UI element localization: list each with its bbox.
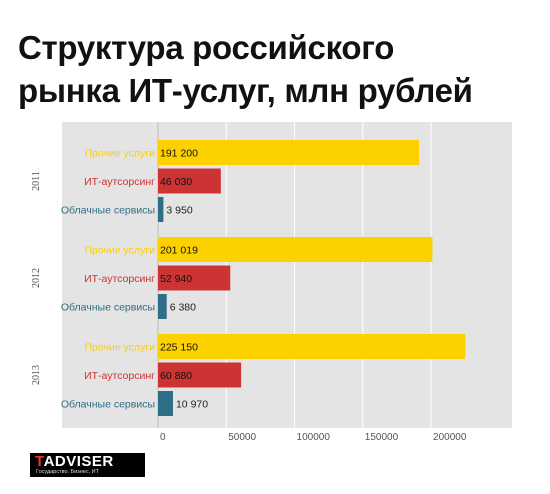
x-tick-label: 0 [160,432,166,443]
bar [158,265,231,291]
bar [158,168,221,194]
category-label: ИТ-аутсорсинг [84,370,155,382]
category-label: Облачные сервисы [61,205,155,217]
logo-wordmark: TADVISER [35,454,114,470]
category-label: Прочие услуги [84,342,155,354]
x-tick-label: 50000 [228,432,256,443]
category-label: Облачные сервисы [61,302,155,314]
group-label: 2013 [31,365,42,385]
x-tick-label: 150000 [365,432,399,443]
data-label: 225 150 [160,342,198,354]
group-label: 2011 [31,171,42,191]
logo-tagline: Государство. Бизнес. ИТ [36,469,99,475]
category-label: Прочие услуги [84,148,155,160]
title-line-1: Структура российского [18,29,395,66]
x-tick-label: 100000 [297,432,331,443]
chart-title: Структура российского рынка ИТ-услуг, мл… [18,26,538,112]
category-label: Облачные сервисы [61,399,155,411]
data-label: 52 940 [160,273,192,285]
data-label: 191 200 [160,148,198,160]
category-label: ИТ-аутсорсинг [84,273,155,285]
title-line-2: рынка ИТ-услуг, млн рублей [18,72,473,109]
bar [158,237,433,262]
data-label: 10 970 [176,399,208,411]
data-label: 3 950 [166,205,192,217]
bar [158,197,164,222]
bar [158,391,173,416]
bar-chart: 0 50000 100000 150000 200000 2011 Прочие услуг… [31,122,512,443]
category-label: ИТ-аутсорсинг [84,176,155,188]
data-label: 201 019 [160,245,198,257]
logo-mark-first: T [35,453,44,470]
group-label: 2012 [31,268,42,288]
logo-mark-rest: ADVISER [43,453,114,470]
bar [158,140,420,165]
x-tick-label: 200000 [433,432,467,443]
category-label: Прочие услуги [84,245,155,257]
bar [158,334,466,359]
data-label: 46 030 [160,176,192,188]
data-label: 6 380 [170,302,196,314]
data-label: 60 880 [160,370,192,382]
tadviser-logo: TADVISER Государство. Бизнес. ИТ [30,453,145,477]
bar [158,362,242,388]
plot-background [62,122,512,428]
bar [158,294,167,319]
